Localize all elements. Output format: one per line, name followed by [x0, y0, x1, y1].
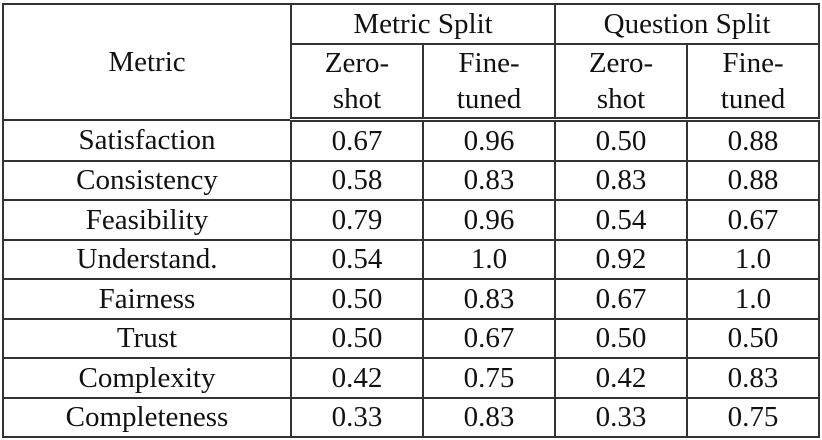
- value-cell: 0.96: [421, 199, 557, 241]
- value-cell: 0.79: [290, 199, 424, 241]
- table-row: Understand. 0.54 1.0 0.92 1.0: [2, 238, 821, 280]
- header-line: Zero-: [588, 47, 654, 79]
- metric-split-zero-shot-header: Zero- shot: [290, 43, 424, 122]
- value-cell: 1.0: [421, 238, 557, 280]
- header-row-subcolumns: Zero- shot Fine- tuned Zero- shot Fine- …: [3, 43, 821, 122]
- value-cell: 0.67: [554, 278, 689, 320]
- table-row: Trust 0.50 0.67 0.50 0.50: [2, 317, 821, 359]
- value-cell: 0.83: [421, 278, 557, 320]
- value-cell: 0.58: [290, 159, 424, 201]
- metric-split-header: Metric Split: [289, 3, 557, 45]
- question-split-fine-tuned-header: Fine- tuned: [686, 43, 821, 122]
- value-cell: 0.54: [290, 238, 424, 280]
- header-line: Fine-: [458, 47, 520, 79]
- value-cell: 0.67: [686, 199, 821, 241]
- table-row: Satisfaction 0.67 0.96 0.50 0.88: [2, 118, 821, 162]
- value-cell: 0.83: [554, 159, 689, 201]
- metric-column-header: Metric: [2, 3, 292, 121]
- value-cell: 0.83: [421, 396, 557, 438]
- value-cell: 0.50: [554, 118, 689, 162]
- metric-name: Trust: [2, 317, 292, 359]
- metric-name: Fairness: [2, 278, 292, 320]
- question-split-header: Question Split: [554, 3, 821, 45]
- value-cell: 1.0: [686, 278, 821, 320]
- table-body: Satisfaction 0.67 0.96 0.50 0.88 Consist…: [2, 118, 821, 438]
- value-cell: 0.33: [554, 396, 689, 438]
- header-line: tuned: [720, 83, 786, 115]
- value-cell: 0.83: [686, 357, 821, 399]
- value-cell: 0.67: [290, 118, 424, 162]
- table-row: Feasibility 0.79 0.96 0.54 0.67: [2, 199, 821, 241]
- header-line: shot: [332, 83, 382, 115]
- header-line: Fine-: [722, 47, 784, 79]
- value-cell: 0.75: [686, 396, 821, 438]
- value-cell: 0.83: [421, 159, 557, 201]
- table-row: Completeness 0.33 0.83 0.33 0.75: [2, 396, 821, 438]
- value-cell: 0.96: [421, 118, 557, 162]
- value-cell: 0.50: [290, 317, 424, 359]
- value-cell: 0.50: [554, 317, 689, 359]
- value-cell: 0.33: [290, 396, 424, 438]
- metric-split-fine-tuned-header: Fine- tuned: [421, 43, 557, 122]
- metric-name: Complexity: [2, 357, 292, 399]
- value-cell: 0.75: [421, 357, 557, 399]
- metric-name: Consistency: [2, 159, 292, 201]
- value-cell: 0.88: [686, 159, 821, 201]
- metric-name: Feasibility: [2, 199, 292, 241]
- value-cell: 0.42: [554, 357, 689, 399]
- table-row: Fairness 0.50 0.83 0.67 1.0: [2, 278, 821, 320]
- value-cell: 0.67: [421, 317, 557, 359]
- results-table: Metric Metric Split Question Split Zero-…: [2, 3, 821, 438]
- value-cell: 0.54: [554, 199, 689, 241]
- header-line: shot: [596, 83, 646, 115]
- header-row-groups: Metric Metric Split Question Split: [2, 3, 821, 121]
- header-line: Zero-: [324, 47, 390, 79]
- question-split-zero-shot-header: Zero- shot: [554, 43, 689, 122]
- table-row: Consistency 0.58 0.83 0.83 0.88: [2, 159, 821, 201]
- metric-name: Satisfaction: [2, 118, 292, 162]
- table-row: Complexity 0.42 0.75 0.42 0.83: [2, 357, 821, 399]
- value-cell: 0.50: [686, 317, 821, 359]
- value-cell: 0.88: [686, 118, 821, 162]
- metric-name: Understand.: [2, 238, 292, 280]
- value-cell: 0.92: [554, 238, 689, 280]
- value-cell: 0.42: [290, 357, 424, 399]
- metric-name: Completeness: [2, 396, 292, 438]
- value-cell: 1.0: [686, 238, 821, 280]
- value-cell: 0.50: [290, 278, 424, 320]
- header-line: tuned: [456, 83, 522, 115]
